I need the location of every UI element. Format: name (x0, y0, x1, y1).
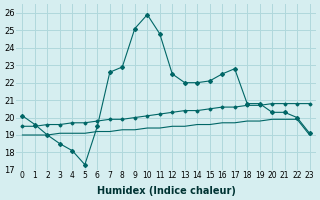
X-axis label: Humidex (Indice chaleur): Humidex (Indice chaleur) (97, 186, 236, 196)
